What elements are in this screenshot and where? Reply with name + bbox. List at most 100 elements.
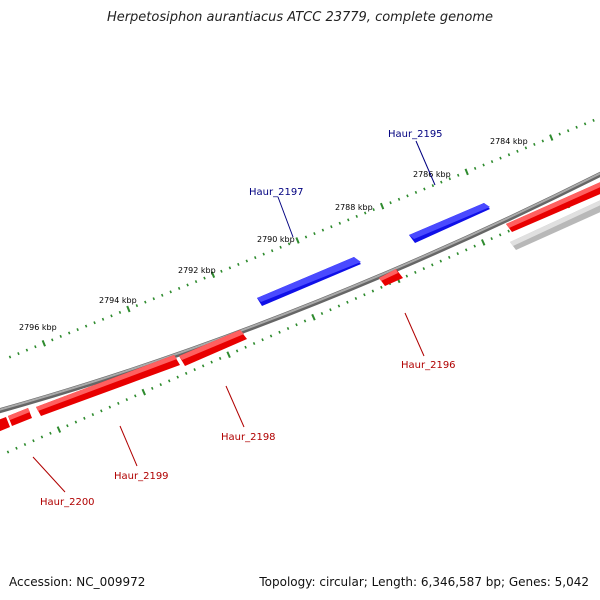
- tick-label: 2792 kbp: [178, 266, 216, 275]
- tick-mark: [261, 338, 264, 342]
- tick-mark: [406, 194, 409, 198]
- tick-mark: [49, 431, 52, 435]
- gene-feature-haur-2196[interactable]: [379, 269, 403, 286]
- gene-feature-haur-2200[interactable]: [0, 408, 32, 432]
- tick-mark: [490, 237, 493, 241]
- tick-mark: [448, 255, 451, 259]
- tick-mark: [286, 326, 290, 330]
- tick-mark: [355, 214, 358, 218]
- tick-label: 2790 kbp: [257, 235, 295, 244]
- gene-feature-haur-2197[interactable]: [257, 257, 361, 306]
- gene-label-haur-2197[interactable]: Haur_2197: [249, 187, 304, 198]
- tick-mark: [193, 368, 196, 372]
- tick-label: 2788 kbp: [335, 203, 373, 212]
- tick-mark: [184, 371, 188, 375]
- tick-mark: [490, 160, 494, 164]
- feature-grey[interactable]: [510, 198, 600, 250]
- tick-mark: [524, 146, 528, 150]
- tick-mark: [371, 289, 375, 293]
- tick-mark: [278, 330, 281, 334]
- tick-mark: [498, 233, 502, 237]
- gene-label-haur-2198[interactable]: Haur_2198: [221, 432, 276, 443]
- tick-mark: [473, 166, 477, 170]
- tick-mark: [100, 409, 103, 413]
- tick-label: 2786 kbp: [413, 170, 451, 179]
- tick-mark: [144, 300, 147, 304]
- tick-mark: [84, 324, 88, 328]
- tick-mark: [83, 416, 86, 420]
- tick-mark: [379, 202, 385, 210]
- tick-mark: [91, 413, 95, 417]
- tick-mark: [347, 218, 350, 222]
- tick-mark: [167, 379, 171, 383]
- callout-line: [225, 385, 245, 428]
- tick-mark: [76, 328, 79, 332]
- tick-mark: [169, 290, 172, 294]
- tick-mark: [177, 286, 181, 290]
- tick-mark: [473, 244, 476, 248]
- tick-mark: [108, 405, 112, 409]
- tick-mark: [125, 398, 129, 402]
- gene-feature-haur-2195[interactable]: [409, 203, 490, 243]
- tick-mark: [67, 331, 71, 335]
- tick-mark: [245, 259, 249, 263]
- tick-mark: [152, 297, 156, 301]
- gene-label-haur-2195[interactable]: Haur_2195: [388, 129, 443, 140]
- tick-mark: [414, 270, 417, 274]
- tick-mark: [464, 248, 468, 252]
- tick-mark: [329, 308, 332, 312]
- tick-mark: [311, 313, 316, 321]
- tick-mark: [194, 280, 198, 284]
- tick-mark: [270, 249, 274, 253]
- tick-mark: [320, 312, 324, 316]
- tick-mark: [507, 229, 510, 233]
- tick-mark: [226, 351, 231, 359]
- tick-mark: [295, 323, 298, 327]
- tick-mark: [313, 232, 316, 236]
- genome-summary-text: Topology: circular; Length: 6,346,587 bp…: [259, 575, 589, 589]
- tick-mark: [254, 256, 257, 260]
- tick-mark: [575, 125, 578, 129]
- tick-mark: [141, 388, 146, 396]
- tick-mark: [338, 221, 342, 225]
- gene-label-haur-2200[interactable]: Haur_2200: [40, 497, 95, 508]
- tick-mark: [583, 122, 587, 126]
- gene-feature-haur-2199[interactable]: [36, 355, 180, 416]
- map-title: Herpetosiphon aurantiacus ATCC 23779, co…: [106, 10, 494, 25]
- tick-mark: [203, 276, 206, 280]
- tick-mark: [439, 259, 443, 263]
- tick-mark: [549, 134, 554, 141]
- tick-mark: [210, 271, 216, 279]
- accession-text: Accession: NC_009972: [9, 575, 146, 589]
- tick-mark: [228, 266, 232, 270]
- tick-mark: [56, 426, 62, 433]
- tick-mark: [93, 321, 96, 325]
- tick-mark: [118, 310, 122, 314]
- tick-mark: [201, 364, 205, 368]
- tick-mark: [32, 439, 35, 443]
- tick-mark: [566, 129, 570, 133]
- tick-mark: [464, 168, 469, 176]
- tick-mark: [440, 180, 443, 184]
- gene-feature-right-red[interactable]: [506, 180, 600, 232]
- tick-label: 2794 kbp: [99, 296, 137, 305]
- tick-mark: [15, 446, 18, 450]
- tick-mark: [304, 235, 308, 239]
- tick-mark: [41, 339, 46, 347]
- tick-mark: [66, 424, 69, 428]
- callout-line: [415, 140, 436, 186]
- tick-mark: [482, 163, 485, 167]
- tick-mark: [8, 355, 12, 359]
- tick-mark: [287, 242, 291, 246]
- gene-label-haur-2196[interactable]: Haur_2196: [401, 360, 456, 371]
- tick-mark: [235, 349, 239, 353]
- tick-mark: [354, 297, 358, 301]
- tick-label: 2784 kbp: [490, 137, 528, 146]
- tick-mark: [117, 401, 120, 405]
- gene-label-haur-2199[interactable]: Haur_2199: [114, 471, 169, 482]
- tick-mark: [151, 386, 154, 390]
- tick-mark: [252, 341, 256, 345]
- gene-feature-haur-2198[interactable]: [179, 330, 247, 366]
- callout-line: [277, 196, 294, 238]
